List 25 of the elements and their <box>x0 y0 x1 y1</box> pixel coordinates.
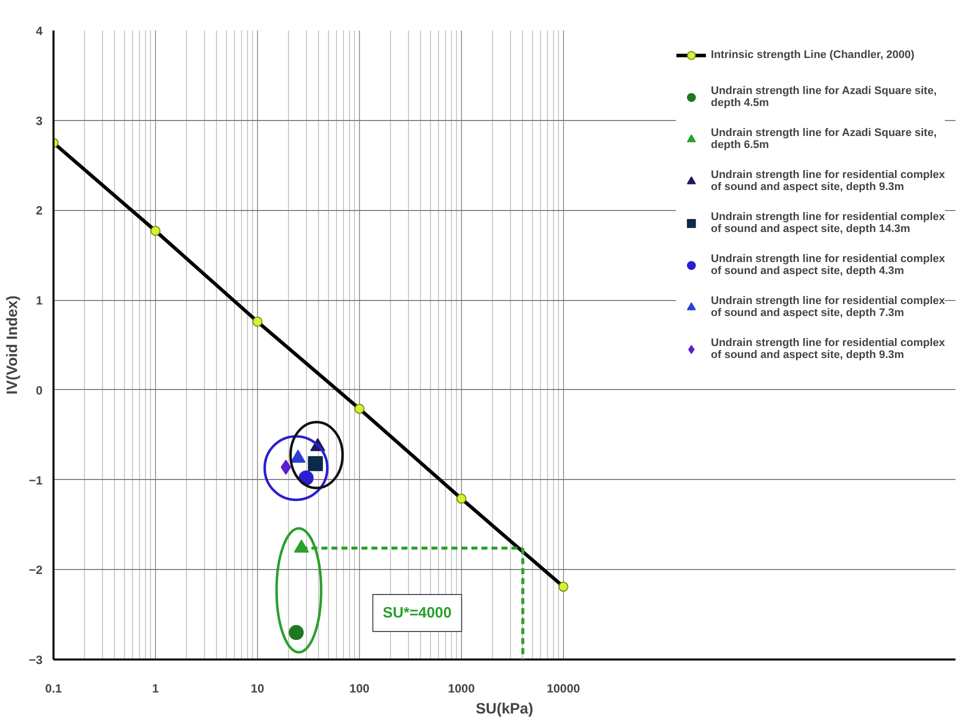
y-axis-title: IV(Void Index) <box>4 296 21 394</box>
y-tick-label: −1 <box>28 473 43 488</box>
y-tick-label: 3 <box>36 114 43 128</box>
legend-label: Undrain strength line for residential complex of sound and aspect site, depth 14.3m <box>710 210 945 237</box>
legend-label: Undrain strength line for Azadi Square site, depth 6.5m <box>710 126 937 153</box>
x-axis-title: SU(kPa) <box>476 700 534 718</box>
legend-label: Undrain strength line for residential complex of sound and aspect site, depth 9.3m <box>710 168 945 195</box>
y-tick-label: 0 <box>36 383 43 398</box>
legend-label: Undrain strength line for residential complex of sound and aspect site, depth 7.3m <box>710 294 945 321</box>
legend-label: Undrain strength line for Azadi Square site, depth 4.5m <box>710 84 937 111</box>
x-tick-label: 0.1 <box>45 682 62 696</box>
y-tick-label: 4 <box>36 24 43 38</box>
x-tick-label: 100 <box>349 682 370 696</box>
legend-label: Undrain strength line for residential complex of sound and aspect site, depth 4.3m <box>710 252 945 279</box>
x-tick-label: 1 <box>152 682 160 696</box>
y-tick-label: 2 <box>36 204 43 218</box>
legend-label: Intrinsic strength Line (Chandler, 2000) <box>710 48 914 63</box>
y-tick-label: −3 <box>28 653 43 667</box>
ref-line-label: SU*=4000 <box>382 604 452 622</box>
x-tick-label: 10000 <box>546 682 580 696</box>
legend-label: Undrain strength line for residential complex of sound and aspect site, depth 9.3m <box>710 336 945 363</box>
x-tick-label: 10 <box>250 682 264 696</box>
y-tick-label: −2 <box>28 563 43 578</box>
y-tick-label: 1 <box>36 294 43 308</box>
x-tick-label: 1000 <box>448 682 476 696</box>
